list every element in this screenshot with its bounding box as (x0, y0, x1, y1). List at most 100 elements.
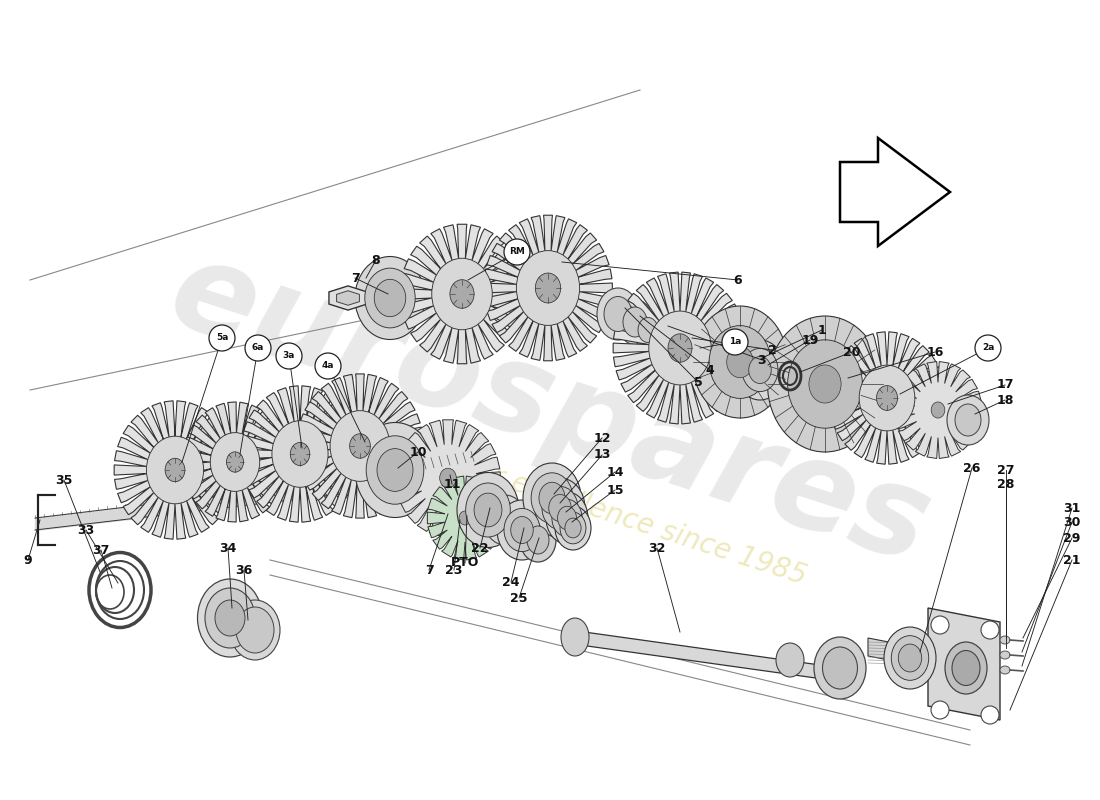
Ellipse shape (535, 478, 585, 538)
Circle shape (931, 701, 949, 719)
Text: a passion for excellence since 1985: a passion for excellence since 1985 (330, 410, 811, 590)
Ellipse shape (617, 299, 653, 345)
Polygon shape (428, 476, 503, 560)
Text: 4: 4 (705, 363, 714, 377)
Ellipse shape (520, 518, 556, 562)
Polygon shape (183, 402, 287, 522)
Text: 34: 34 (219, 542, 236, 554)
Ellipse shape (604, 297, 632, 331)
Text: 5a: 5a (216, 334, 228, 342)
Ellipse shape (355, 257, 425, 339)
Ellipse shape (823, 647, 858, 689)
Text: 9: 9 (24, 554, 32, 566)
Ellipse shape (647, 322, 673, 354)
Polygon shape (337, 290, 360, 306)
Ellipse shape (649, 311, 712, 385)
Ellipse shape (527, 526, 549, 554)
Ellipse shape (549, 494, 571, 522)
Ellipse shape (947, 395, 989, 445)
Ellipse shape (742, 349, 778, 392)
Ellipse shape (365, 268, 415, 328)
Ellipse shape (710, 326, 771, 398)
Text: 7: 7 (425, 563, 433, 577)
Circle shape (975, 335, 1001, 361)
Ellipse shape (522, 463, 581, 533)
Text: 6a: 6a (252, 343, 264, 353)
Ellipse shape (1000, 636, 1010, 644)
Ellipse shape (735, 340, 785, 400)
Ellipse shape (290, 442, 310, 466)
Text: 22: 22 (471, 542, 488, 554)
Ellipse shape (808, 365, 842, 403)
Ellipse shape (272, 421, 328, 487)
Text: 11: 11 (443, 478, 461, 490)
Ellipse shape (546, 492, 589, 544)
Circle shape (315, 353, 341, 379)
Text: eurospares: eurospares (155, 230, 945, 590)
Text: 3a: 3a (283, 351, 295, 361)
Ellipse shape (431, 258, 493, 330)
Ellipse shape (632, 311, 663, 349)
Ellipse shape (859, 365, 915, 431)
Circle shape (504, 239, 530, 265)
Ellipse shape (693, 306, 788, 418)
Ellipse shape (214, 600, 245, 636)
Ellipse shape (899, 644, 922, 672)
Ellipse shape (531, 473, 573, 523)
Ellipse shape (377, 449, 412, 491)
Ellipse shape (668, 334, 692, 362)
Text: 19: 19 (801, 334, 818, 346)
Ellipse shape (749, 357, 771, 383)
Text: 36: 36 (235, 563, 253, 577)
Polygon shape (613, 272, 747, 424)
Polygon shape (894, 362, 981, 458)
Polygon shape (400, 224, 524, 364)
Text: 7: 7 (351, 271, 360, 285)
Polygon shape (484, 215, 613, 361)
Text: 26: 26 (964, 462, 981, 474)
Polygon shape (828, 332, 945, 464)
Ellipse shape (330, 410, 389, 482)
Ellipse shape (465, 483, 510, 537)
Circle shape (209, 325, 235, 351)
Text: 31: 31 (1064, 502, 1080, 514)
Ellipse shape (474, 493, 502, 527)
Ellipse shape (230, 600, 280, 660)
Ellipse shape (236, 607, 274, 653)
Ellipse shape (459, 511, 471, 525)
Ellipse shape (542, 486, 578, 530)
Circle shape (981, 621, 999, 639)
Ellipse shape (814, 637, 866, 699)
Ellipse shape (198, 579, 263, 657)
Ellipse shape (504, 509, 540, 552)
Text: 18: 18 (997, 394, 1014, 406)
Ellipse shape (891, 636, 928, 680)
Polygon shape (570, 630, 830, 680)
Polygon shape (114, 401, 235, 539)
Text: 23: 23 (446, 563, 463, 577)
Text: 20: 20 (844, 346, 860, 358)
Text: 24: 24 (503, 575, 519, 589)
Ellipse shape (539, 482, 565, 514)
Text: 14: 14 (606, 466, 624, 478)
Ellipse shape (484, 495, 526, 545)
Text: 1: 1 (817, 323, 826, 337)
Text: 37: 37 (92, 543, 110, 557)
Text: 4a: 4a (321, 362, 334, 370)
Text: 25: 25 (510, 591, 528, 605)
Circle shape (981, 706, 999, 724)
Circle shape (245, 335, 271, 361)
Text: 17: 17 (997, 378, 1014, 391)
Ellipse shape (727, 346, 754, 378)
Text: 12: 12 (593, 431, 611, 445)
Ellipse shape (516, 250, 580, 326)
Text: 32: 32 (648, 542, 666, 554)
Ellipse shape (884, 627, 936, 689)
Ellipse shape (210, 433, 260, 491)
Ellipse shape (456, 473, 519, 547)
Text: 10: 10 (409, 446, 427, 458)
Ellipse shape (355, 422, 434, 518)
Polygon shape (297, 374, 424, 518)
Ellipse shape (374, 279, 406, 317)
Text: 1a: 1a (729, 338, 741, 346)
